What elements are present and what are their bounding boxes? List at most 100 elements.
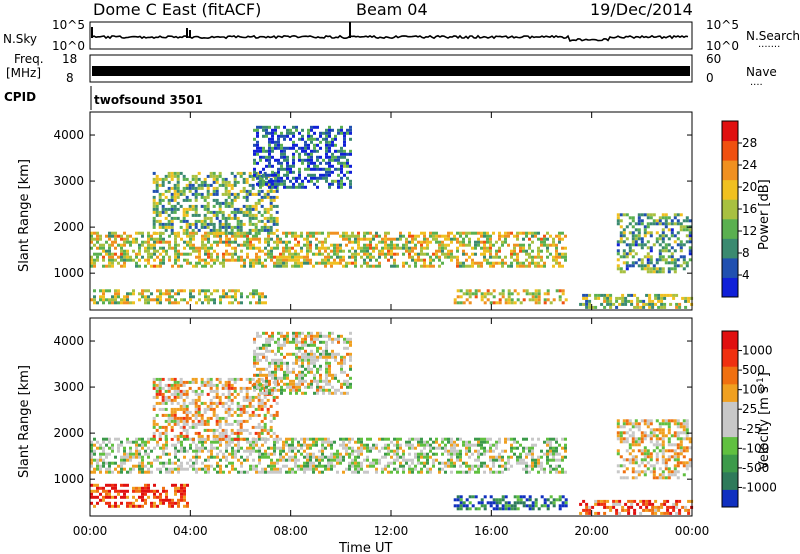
velocity-echo-cell [159,446,162,450]
power-echo-cell [276,258,279,262]
velocity-echo-cell [221,431,225,435]
velocity-echo-cell [138,470,141,474]
velocity-echo-cell [309,446,312,450]
power-echo-cell [331,158,334,162]
power-echo-cell [274,146,277,150]
power-echo-cell [420,240,423,244]
power-echo-cell [655,258,659,262]
power-echo-cell [316,185,319,189]
velocity-echo-cell [185,395,189,399]
power-echo-cell [498,237,501,241]
power-echo-cell [673,261,677,265]
power-echo-cell [343,164,346,168]
power-echo-cell [203,225,207,229]
power-echo-cell [230,216,234,220]
power-echo-cell [170,195,174,199]
velocity-echo-cell [459,470,462,474]
velocity-echo-cell [269,428,273,432]
velocity-echo-cell [132,467,135,471]
power-echo-cell [630,293,634,297]
velocity-echo-cell [343,358,346,362]
power-echo-cell [426,252,429,256]
power-echo-cell [447,252,450,256]
power-echo-cell [673,258,677,262]
power-echo-cell [657,293,661,297]
velocity-echo-cell [215,395,219,399]
velocity-echo-cell [306,452,309,456]
velocity-echo-cell [663,499,667,503]
velocity-echo-cell [212,413,216,417]
velocity-echo-cell [298,385,301,389]
velocity-echo-cell [236,434,240,438]
velocity-echo-cell [507,501,511,505]
velocity-echo-cell [180,446,183,450]
velocity-echo-cell [165,452,168,456]
velocity-echo-cell [246,449,249,453]
power-echo-cell [682,225,686,229]
power-echo-cell [492,231,495,235]
power-echo-cell [328,125,331,129]
power-echo-cell [330,249,333,253]
velocity-echo-cell [224,383,228,387]
velocity-echo-cell [141,495,144,499]
velocity-echo-cell [144,501,147,505]
power-echo-cell [227,204,231,208]
velocity-echo-cell [177,504,180,508]
power-echo-cell [126,240,129,244]
velocity-echo-cell [168,501,171,505]
power-echo-cell [249,292,252,296]
velocity-echo-cell [292,379,295,383]
power-echo-cell [245,210,249,214]
power-echo-cell [294,252,297,256]
power-echo-cell [236,195,240,199]
power-echo-cell [291,234,294,238]
power-echo-cell [192,264,195,268]
velocity-echo-cell [319,334,322,338]
power-echo-cell [168,258,171,262]
power-echo-cell [468,264,471,268]
power-echo-cell [402,264,405,268]
power-echo-cell [280,161,283,165]
power-echo-cell [271,146,274,150]
velocity-echo-cell [298,331,301,335]
power-echo-cell [322,158,325,162]
power-echo-cell [194,219,198,223]
power-echo-cell [561,301,565,305]
power-echo-cell [438,249,441,253]
power-echo-cell [637,237,641,241]
power-echo-cell [384,243,387,247]
velocity-echo-cell [218,377,222,381]
velocity-echo-cell [516,495,520,499]
power-echo-cell [216,255,219,259]
velocity-echo-cell [331,349,334,353]
velocity-echo-cell [295,358,298,362]
power-echo-cell [194,189,198,193]
power-echo-cell [135,252,138,256]
velocity-echo-cell [102,461,105,465]
velocity-echo-cell [300,446,303,450]
velocity-echo-cell [292,367,295,371]
power-echo-cell [414,243,417,247]
velocity-echo-cell [261,470,264,474]
velocity-echo-cell [224,422,228,426]
power-echo-cell [185,222,189,226]
velocity-echo-cell [164,425,168,429]
power-echo-cell [456,255,459,259]
velocity-echo-cell [354,458,357,462]
power-echo-cell [228,289,231,293]
power-echo-cell [286,146,289,150]
velocity-echo-cell [185,380,189,384]
velocity-echo-cell [224,386,228,390]
power-echo-cell [289,146,292,150]
velocity-echo-cell [316,358,319,362]
velocity-echo-cell [325,364,328,368]
velocity-echo-cell [123,461,126,465]
power-echo-cell [420,258,423,262]
velocity-echo-cell [176,392,180,396]
power-echo-cell [231,289,234,293]
power-echo-cell [93,295,96,299]
power-echo-cell [165,249,168,253]
velocity-echo-cell [245,398,249,402]
power-echo-cell [334,155,337,159]
power-echo-cell [328,146,331,150]
